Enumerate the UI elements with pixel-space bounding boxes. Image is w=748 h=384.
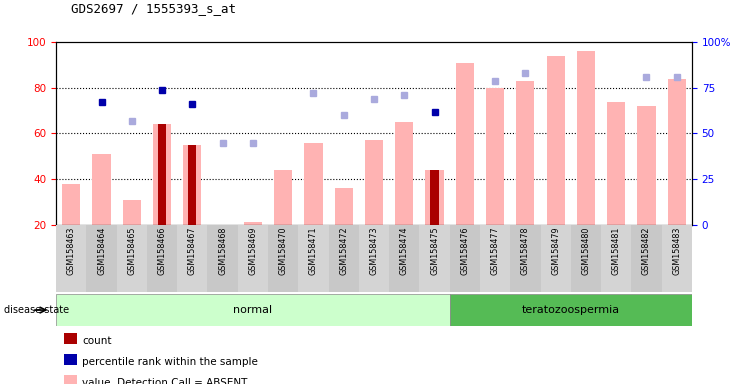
Bar [420,225,450,292]
Bar [601,225,631,292]
Text: GSM158465: GSM158465 [127,227,136,275]
Text: GSM158470: GSM158470 [279,227,288,275]
Text: GSM158481: GSM158481 [612,227,621,275]
Text: teratozoospermia: teratozoospermia [522,305,620,315]
Bar [244,222,262,225]
Bar [516,81,535,225]
Bar [117,225,147,292]
Text: normal: normal [233,305,272,315]
Bar [359,225,389,292]
Text: GSM158482: GSM158482 [642,227,651,275]
Bar [450,225,480,292]
Bar [486,88,504,225]
Bar [450,294,692,326]
Bar [662,225,692,292]
Text: count: count [82,336,111,346]
Text: GSM158466: GSM158466 [158,227,167,275]
Bar [298,225,328,292]
Text: GSM158480: GSM158480 [581,227,590,275]
Bar [183,145,201,225]
Bar [607,101,625,225]
Bar [123,200,141,225]
Bar [426,170,444,225]
Text: GSM158464: GSM158464 [97,227,106,275]
Text: GSM158474: GSM158474 [399,227,408,275]
Bar [268,225,298,292]
Bar [480,225,510,292]
Bar [456,63,474,225]
Bar [547,56,565,225]
Bar [93,154,111,225]
Bar [147,225,177,292]
Bar [62,184,80,225]
Bar [158,124,166,225]
Text: GSM158476: GSM158476 [460,227,469,275]
Text: value, Detection Call = ABSENT: value, Detection Call = ABSENT [82,378,248,384]
Bar [668,79,686,225]
Bar [577,51,595,225]
Bar [56,225,86,292]
Bar [365,140,383,225]
Bar [571,225,601,292]
Text: GSM158467: GSM158467 [188,227,197,275]
Bar [637,106,655,225]
Bar [389,225,420,292]
Bar [238,225,268,292]
Bar [328,225,359,292]
Bar [510,225,541,292]
Text: GSM158463: GSM158463 [67,227,76,275]
Text: GSM158469: GSM158469 [248,227,257,275]
Bar [56,294,450,326]
Bar [631,225,662,292]
Bar [177,225,207,292]
Text: GSM158483: GSM158483 [672,227,681,275]
Text: GSM158472: GSM158472 [340,227,349,275]
Bar [86,225,117,292]
Bar [207,225,238,292]
Bar [188,145,197,225]
Text: GSM158468: GSM158468 [218,227,227,275]
Text: GSM158479: GSM158479 [551,227,560,275]
Bar [304,142,322,225]
Text: GSM158475: GSM158475 [430,227,439,275]
Text: GSM158473: GSM158473 [370,227,378,275]
Text: GSM158477: GSM158477 [491,227,500,275]
Text: disease state: disease state [4,305,69,315]
Text: percentile rank within the sample: percentile rank within the sample [82,357,258,367]
Bar [541,225,571,292]
Bar [274,170,292,225]
Bar [334,188,353,225]
Bar [153,124,171,225]
Text: GDS2697 / 1555393_s_at: GDS2697 / 1555393_s_at [71,2,236,15]
Bar [430,170,438,225]
Text: GSM158471: GSM158471 [309,227,318,275]
Bar [395,122,414,225]
Text: GSM158478: GSM158478 [521,227,530,275]
